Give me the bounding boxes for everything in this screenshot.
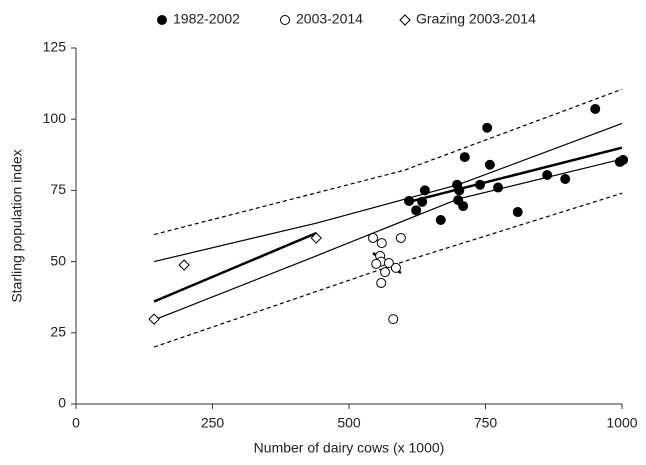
y-tick-label: 100: [43, 110, 67, 126]
x-tick-label: 0: [72, 415, 80, 431]
x-tick-label: 750: [474, 415, 498, 431]
fit-line: [153, 192, 623, 348]
point: [388, 314, 399, 325]
y-tick-label: 125: [43, 39, 67, 55]
point: [493, 182, 504, 193]
fit-line: [408, 146, 623, 204]
y-tick-label: 0: [58, 395, 66, 411]
legend-marker: [280, 15, 290, 25]
fit-line: [153, 122, 623, 263]
point: [435, 215, 446, 226]
point: [178, 259, 190, 271]
x-axis-title: Number of dairy cows (x 1000): [254, 440, 445, 456]
point: [376, 277, 387, 288]
point: [484, 159, 495, 170]
y-tick-label: 75: [50, 181, 66, 197]
y-axis-title: Starling population index: [9, 149, 25, 302]
fit-line: [153, 88, 623, 236]
point: [618, 154, 629, 165]
x-tick-label: 500: [337, 415, 361, 431]
point: [371, 258, 382, 269]
point: [310, 232, 322, 244]
legend-marker: [157, 15, 167, 25]
point: [542, 170, 553, 181]
point: [475, 179, 486, 190]
point: [459, 152, 470, 163]
point: [376, 238, 387, 249]
y-tick-label: 50: [50, 252, 66, 268]
point: [368, 232, 379, 243]
x-tick-label: 250: [201, 415, 225, 431]
point: [419, 185, 430, 196]
point: [390, 262, 401, 273]
point: [482, 122, 493, 133]
legend-label: Grazing 2003-2014: [416, 11, 536, 27]
fit-line: [153, 231, 317, 303]
point: [454, 185, 465, 196]
point: [560, 174, 571, 185]
point: [512, 207, 523, 218]
legend-label: 2003-2014: [296, 11, 363, 27]
point: [395, 232, 406, 243]
fit-line: [153, 158, 623, 321]
point: [380, 267, 391, 278]
point: [417, 196, 428, 207]
point: [148, 313, 160, 325]
x-tick-label: 1000: [606, 415, 637, 431]
point: [590, 103, 601, 114]
point: [458, 201, 469, 212]
point: [383, 258, 394, 269]
y-tick-label: 25: [50, 324, 66, 340]
point: [411, 205, 422, 216]
point: [404, 195, 415, 206]
legend-marker: [399, 14, 411, 26]
legend-label: 1982-2002: [173, 11, 240, 27]
